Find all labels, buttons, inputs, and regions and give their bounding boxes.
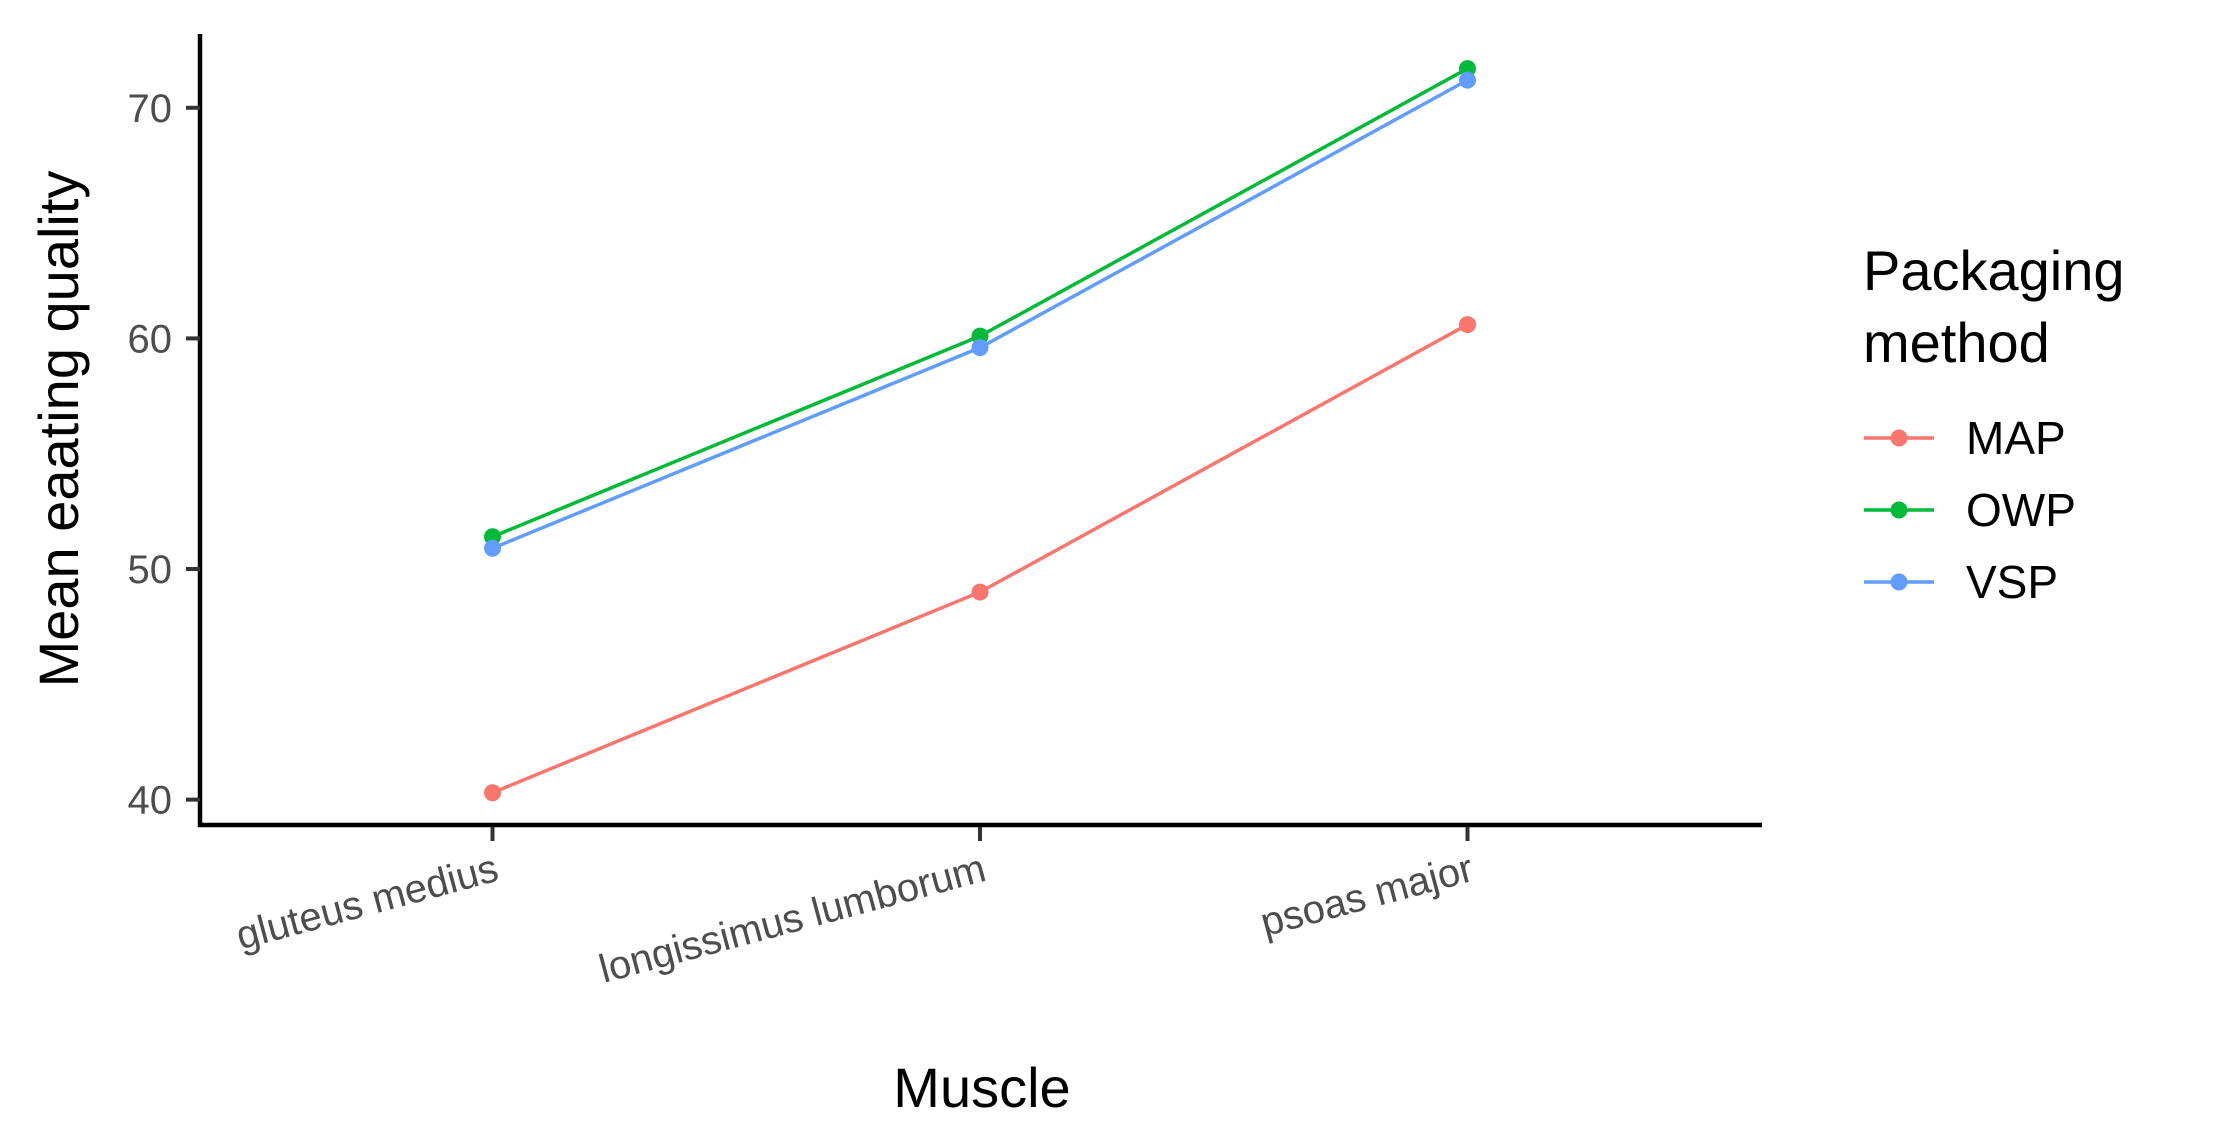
legend-items: MAP OWP VSP xyxy=(1864,412,2076,608)
legend-key-point xyxy=(1890,501,1908,519)
legend-label-owp: OWP xyxy=(1966,484,2076,536)
legend-key-point xyxy=(1890,429,1908,447)
y-tick-label: 70 xyxy=(128,87,173,131)
y-tick-label: 60 xyxy=(128,317,173,361)
legend-title-line-1: Packaging xyxy=(1863,239,2125,302)
y-tick-label: 50 xyxy=(128,548,173,592)
y-ticks: 40 50 60 70 xyxy=(128,87,200,823)
legend-key-point xyxy=(1890,573,1908,591)
series-line-map xyxy=(491,323,1469,795)
data-point-vsp xyxy=(484,539,501,557)
data-point-vsp xyxy=(971,339,989,357)
legend-label-vsp: VSP xyxy=(1966,556,2058,608)
y-axis-title: Mean eaating quality xyxy=(27,171,90,688)
axis-layer xyxy=(197,34,1762,828)
data-point-vsp xyxy=(1459,71,1476,89)
x-tick-label: psoas major xyxy=(1256,846,1478,945)
data-point-map xyxy=(484,784,501,802)
legend: Packaging method MAP OWP VSP xyxy=(1863,239,2125,608)
legend-label-map: MAP xyxy=(1966,412,2066,464)
x-axis-title: Muscle xyxy=(893,1056,1070,1119)
series-layer xyxy=(484,60,1476,802)
legend-title-line-2: method xyxy=(1863,311,2050,374)
x-ticks: gluteus medius longissimus lumborum psoas … xyxy=(232,827,1478,992)
x-tick-label: longissimus lumborum xyxy=(595,846,991,991)
data-point-map xyxy=(1459,316,1476,334)
data-point-map xyxy=(971,583,989,601)
y-tick-label: 40 xyxy=(128,779,173,823)
series-line-owp xyxy=(491,67,1469,539)
x-tick-label: gluteus medius xyxy=(232,846,503,958)
